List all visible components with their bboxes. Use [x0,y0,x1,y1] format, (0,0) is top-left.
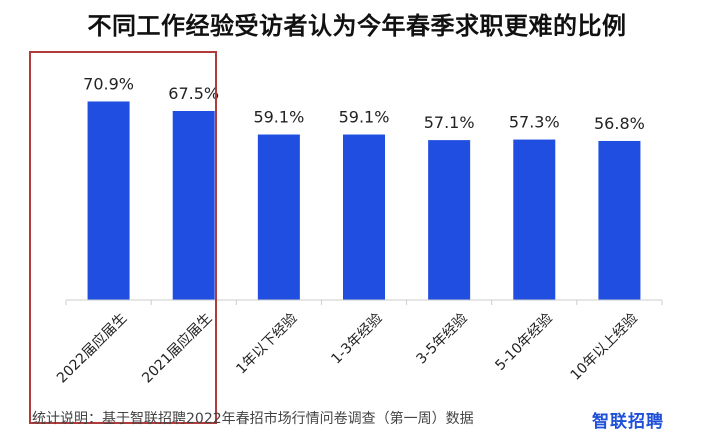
value-label-4: 59.1% [339,108,390,127]
brand-logo: 智联招聘 [592,412,664,432]
value-label-7: 56.8% [594,114,645,133]
category-label-5: 3-5年经验 [414,310,471,367]
bar-2 [172,111,215,300]
highlight-box [29,51,217,424]
value-label-6: 57.3% [509,113,560,132]
value-label-3: 59.1% [253,108,304,127]
bar-3 [257,134,300,300]
value-label-2: 67.5% [168,84,219,103]
category-label-7: 10年以上经验 [568,310,641,383]
category-label-3: 1年以下经验 [233,310,300,377]
category-label-4: 1-3年经验 [328,310,385,367]
category-label-6: 5-10年经验 [492,310,555,373]
bar-7 [598,140,641,300]
footer-note: 统计说明：基于智联招聘2022年春招市场行情问卷调查（第一周）数据 [32,411,474,427]
bar-1 [87,101,130,300]
value-label-5: 57.1% [424,113,475,132]
bar-5 [428,140,471,300]
bar-6 [513,139,556,300]
chart-title: 不同工作经验受访者认为今年春季求职更难的比例 [87,12,627,40]
value-label-1: 70.9% [83,74,134,93]
bar-4 [343,134,385,300]
